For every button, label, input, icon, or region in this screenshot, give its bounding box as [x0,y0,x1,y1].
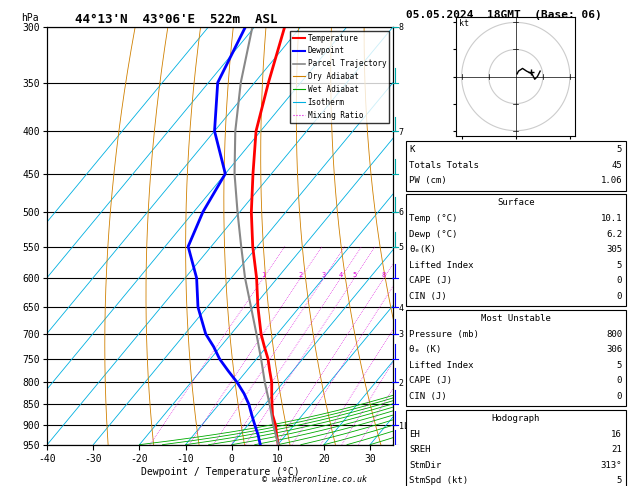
Text: CIN (J): CIN (J) [409,292,447,301]
Text: kt: kt [459,19,469,28]
Text: EH: EH [409,430,420,439]
Y-axis label: km
ASL: km ASL [421,228,441,243]
Text: 5: 5 [616,361,622,370]
Text: Dewp (°C): Dewp (°C) [409,229,458,239]
Text: Lifted Index: Lifted Index [409,260,474,270]
Text: 16: 16 [611,430,622,439]
Text: Lifted Index: Lifted Index [409,361,474,370]
Text: CIN (J): CIN (J) [409,392,447,401]
Text: Pressure (mb): Pressure (mb) [409,330,479,339]
Text: 8: 8 [382,272,386,278]
Text: hPa: hPa [21,13,39,22]
Text: 6.2: 6.2 [606,229,622,239]
Text: CAPE (J): CAPE (J) [409,276,452,285]
Text: K: K [409,145,415,154]
Text: 0: 0 [616,276,622,285]
Text: 305: 305 [606,245,622,254]
Text: 5: 5 [616,260,622,270]
Text: Surface: Surface [497,198,535,208]
Text: © weatheronline.co.uk: © weatheronline.co.uk [262,474,367,484]
X-axis label: Dewpoint / Temperature (°C): Dewpoint / Temperature (°C) [141,467,299,477]
Text: 0: 0 [616,376,622,385]
Text: 0: 0 [616,392,622,401]
Text: 1: 1 [261,272,265,278]
Text: 5: 5 [352,272,357,278]
Text: 5: 5 [616,476,622,486]
Text: 800: 800 [606,330,622,339]
Text: 0: 0 [616,292,622,301]
Text: Temp (°C): Temp (°C) [409,214,458,223]
Text: StmSpd (kt): StmSpd (kt) [409,476,469,486]
Text: 44°13'N  43°06'E  522m  ASL: 44°13'N 43°06'E 522m ASL [75,13,277,26]
Text: 306: 306 [606,345,622,354]
Text: 1.06: 1.06 [601,176,622,185]
Legend: Temperature, Dewpoint, Parcel Trajectory, Dry Adiabat, Wet Adiabat, Isotherm, Mi: Temperature, Dewpoint, Parcel Trajectory… [290,31,389,122]
Text: 2: 2 [299,272,303,278]
Text: SREH: SREH [409,445,431,454]
Text: 3: 3 [321,272,326,278]
Text: Totals Totals: Totals Totals [409,160,479,170]
Text: 05.05.2024  18GMT  (Base: 06): 05.05.2024 18GMT (Base: 06) [406,10,601,20]
Text: 10.1: 10.1 [601,214,622,223]
Text: StmDir: StmDir [409,461,442,470]
Text: 45: 45 [611,160,622,170]
Text: 21: 21 [611,445,622,454]
Text: Hodograph: Hodograph [492,414,540,423]
Text: CAPE (J): CAPE (J) [409,376,452,385]
Text: θₑ (K): θₑ (K) [409,345,442,354]
Text: PW (cm): PW (cm) [409,176,447,185]
Text: 313°: 313° [601,461,622,470]
Text: Most Unstable: Most Unstable [481,314,551,323]
Text: θₑ(K): θₑ(K) [409,245,437,254]
Text: 4: 4 [338,272,343,278]
Text: 5: 5 [616,145,622,154]
